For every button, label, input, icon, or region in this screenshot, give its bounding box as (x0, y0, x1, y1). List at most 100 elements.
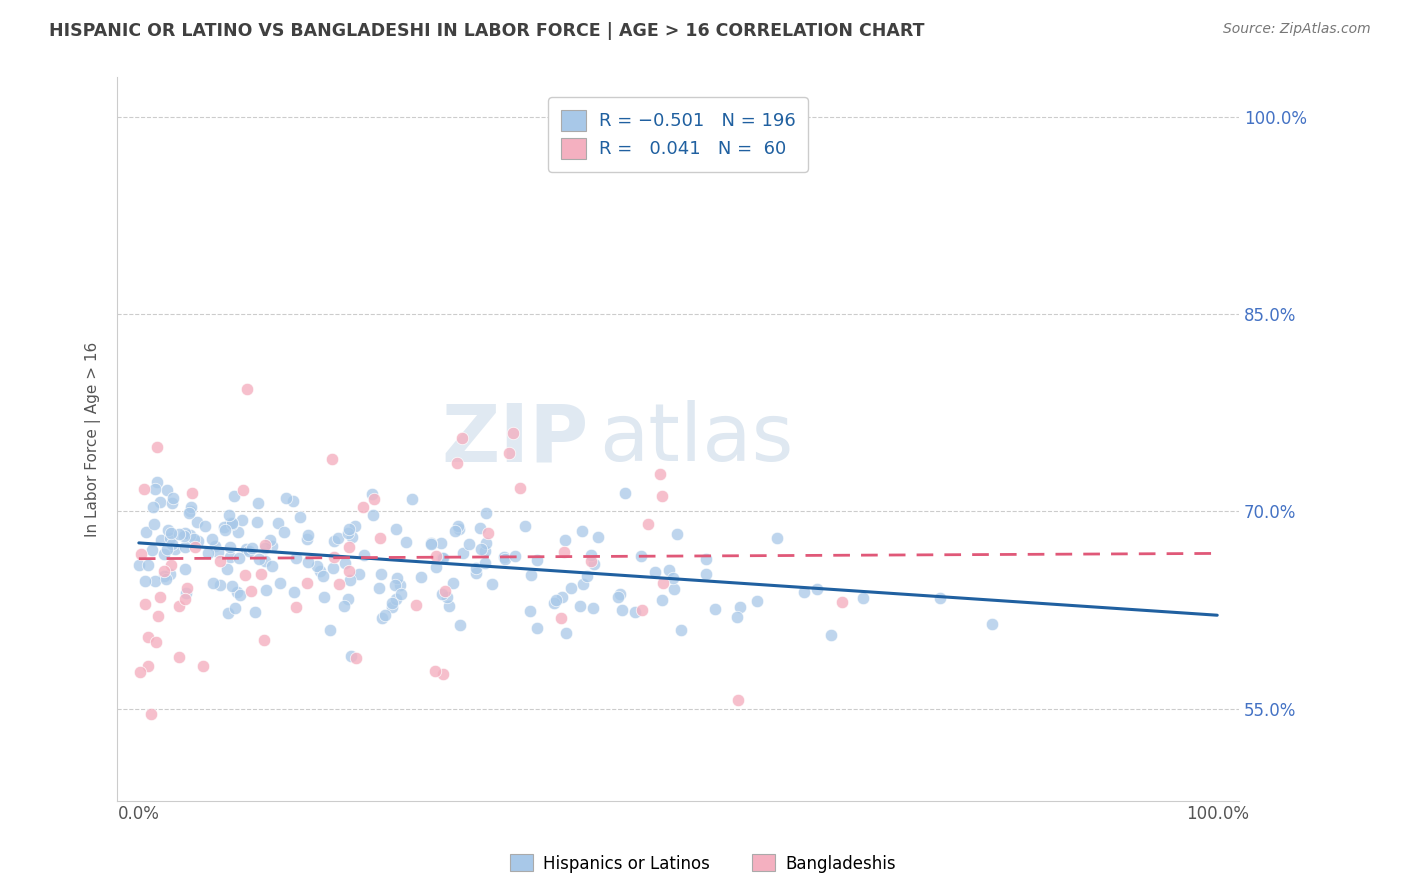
Point (333, 599, 356, 613)
Point (765, 532, 787, 546)
Point (652, 575, 675, 590)
Point (644, 565, 666, 579)
Point (669, 624, 692, 638)
Point (361, 487, 384, 501)
Point (446, 456, 468, 470)
Point (174, 585, 197, 599)
Point (156, 541, 179, 556)
Point (231, 513, 253, 527)
Point (305, 558, 328, 573)
Point (156, 483, 179, 498)
Point (432, 587, 454, 601)
Point (283, 585, 305, 599)
Point (201, 532, 224, 546)
Point (193, 659, 215, 673)
Point (820, 628, 842, 642)
Point (142, 500, 165, 514)
Point (323, 549, 346, 564)
Point (650, 592, 672, 607)
Point (224, 600, 246, 615)
Point (477, 526, 499, 541)
Point (156, 523, 179, 537)
Point (747, 594, 769, 608)
Point (374, 608, 396, 623)
Point (553, 545, 575, 559)
Point (509, 481, 531, 495)
Point (637, 516, 659, 531)
Point (254, 553, 277, 567)
Point (260, 559, 283, 574)
Point (651, 489, 673, 503)
Point (136, 630, 159, 644)
Point (727, 693, 749, 707)
Point (145, 574, 167, 589)
Point (569, 599, 592, 614)
Point (253, 632, 276, 647)
Point (430, 551, 453, 566)
Point (451, 546, 474, 560)
Point (582, 557, 605, 571)
Point (328, 576, 350, 591)
Point (498, 446, 520, 460)
Point (308, 564, 330, 578)
Point (149, 494, 172, 508)
Point (579, 548, 602, 562)
Point (503, 549, 526, 564)
Point (420, 536, 443, 550)
Point (554, 626, 576, 640)
Point (339, 573, 361, 587)
Point (284, 551, 307, 566)
Point (806, 582, 828, 597)
Point (132, 482, 155, 496)
Point (447, 522, 470, 536)
Point (494, 552, 516, 566)
Point (239, 583, 262, 598)
Point (384, 578, 406, 592)
Point (526, 621, 548, 635)
Point (363, 491, 385, 506)
Point (385, 523, 408, 537)
Point (550, 611, 572, 625)
Point (314, 590, 336, 604)
Point (432, 550, 454, 565)
Point (159, 531, 181, 545)
Point (207, 545, 229, 559)
Point (371, 611, 394, 625)
Point (343, 519, 366, 533)
Point (337, 523, 360, 537)
Point (153, 568, 176, 582)
Point (361, 508, 384, 522)
Point (586, 530, 609, 544)
Point (260, 540, 283, 554)
Point (695, 552, 717, 566)
Point (423, 664, 446, 678)
Point (526, 553, 548, 567)
Point (141, 542, 163, 557)
Point (290, 509, 312, 524)
Point (520, 568, 543, 582)
Point (450, 431, 472, 445)
Point (367, 582, 389, 596)
Point (162, 491, 184, 506)
Point (575, 568, 598, 582)
Point (381, 600, 404, 615)
Point (179, 528, 201, 542)
Point (143, 483, 166, 497)
Point (613, 486, 636, 500)
Point (146, 475, 169, 489)
Point (349, 567, 371, 582)
Point (852, 591, 875, 606)
Point (425, 560, 447, 574)
Point (167, 599, 190, 613)
Point (381, 596, 404, 610)
Point (425, 549, 447, 564)
Point (149, 590, 172, 604)
Point (128, 665, 150, 680)
Point (385, 591, 408, 606)
Point (269, 576, 291, 591)
Point (253, 541, 276, 555)
Point (662, 571, 685, 585)
Point (297, 528, 319, 542)
Point (238, 544, 260, 558)
Point (340, 648, 363, 663)
